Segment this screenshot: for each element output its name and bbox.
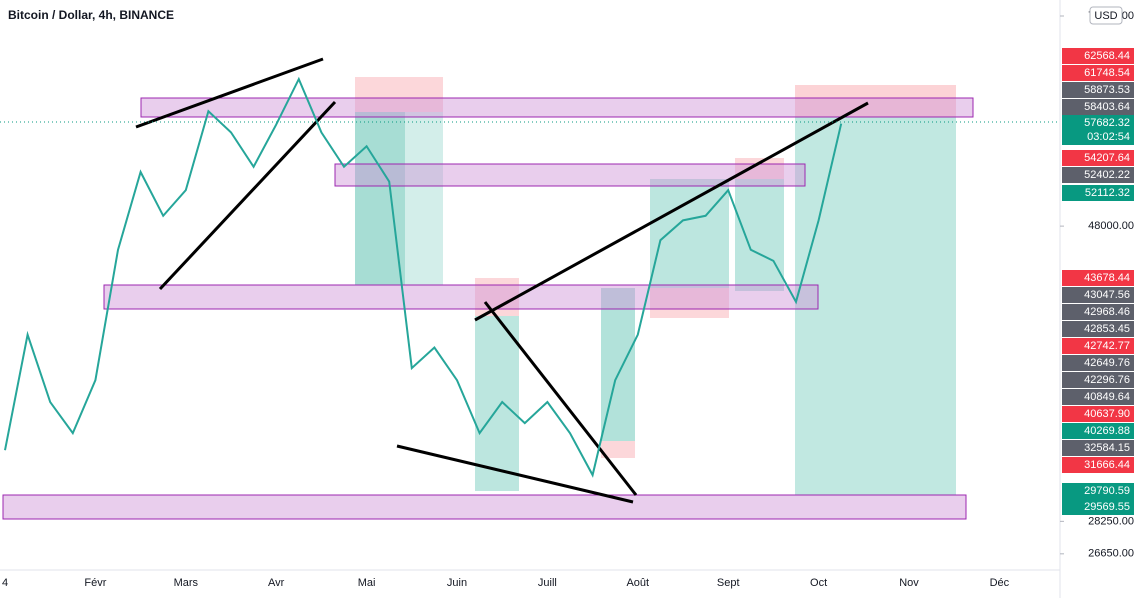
price-tag-label: 42853.45 [1084,323,1130,335]
x-tick-label: Avr [268,577,285,589]
price-tag-label: 43047.56 [1084,289,1130,301]
target-zone [795,117,956,495]
price-tag-label: 40269.88 [1084,425,1130,437]
x-tick-label: Mai [358,577,376,589]
x-tick-label: Août [626,577,649,589]
trendline [158,100,337,291]
currency-badge [1089,6,1123,25]
target-zone [475,316,519,491]
zone-band [2,494,967,520]
trendlines [135,57,869,504]
price-tag [1062,483,1134,499]
price-tag-label: 42968.46 [1084,306,1130,318]
price-tag-label: 42742.77 [1084,340,1130,352]
stop-zone [735,158,784,179]
price-tag [1062,185,1134,201]
price-tag-label: 54207.64 [1084,152,1130,164]
price-tag-label: 57682.32 [1084,117,1130,129]
price-tag-label: 58403.64 [1084,101,1130,113]
x-tick-label: Sept [717,577,740,589]
price-tag-label: 52402.22 [1084,169,1130,181]
price-tag-label: 58873.53 [1084,84,1130,96]
price-tag-label: 43678.44 [1084,272,1130,284]
y-tick-label: 48000.00 [1088,220,1134,232]
x-tick-label: Nov [899,577,919,589]
price-tag [1062,115,1134,145]
stop-zone [601,441,635,458]
stop-zone [475,278,519,316]
price-tag-label: 40637.90 [1084,408,1130,420]
price-tag [1062,372,1134,388]
price-tag [1062,65,1134,81]
y-tick-label: 26650.00 [1088,548,1134,560]
price-tag [1062,304,1134,320]
drawings [0,57,1060,520]
price-tag-label: 62568.44 [1084,50,1130,62]
price-tag [1062,167,1134,183]
x-tick-label: 4 [2,577,8,589]
price-tag-label: 31666.44 [1084,459,1130,471]
target-zone [735,179,784,291]
currency-label: USD [1094,10,1117,22]
price-tag [1062,499,1134,515]
price-tag-label: 42649.76 [1084,357,1130,369]
x-tick-label: Mars [174,577,199,589]
price-tag [1062,355,1134,371]
price-tag [1062,440,1134,456]
price-tag [1062,150,1134,166]
price-tag [1062,406,1134,422]
target-zone [650,179,729,288]
price-tag-label: 52112.32 [1085,187,1130,199]
price-tag-label: 29790.59 [1084,485,1130,497]
price-tag-label: 61748.54 [1084,67,1130,79]
price-tag [1062,389,1134,405]
price-tag-label: 40849.64 [1084,391,1130,403]
x-tick-label: Juin [447,577,467,589]
trendline [396,444,634,504]
target-zone [355,112,405,285]
trendline [135,57,324,129]
chart-title: Bitcoin / Dollar, 4h, BINANCE [8,8,174,22]
trendline [474,101,869,322]
x-tick-label: Févr [84,577,106,589]
price-tag-label: 42296.76 [1084,374,1130,386]
zone-band [334,163,806,187]
stop-zone [650,288,729,318]
price-tag [1062,48,1134,64]
stop-zone [795,85,956,117]
x-tick-label: Juill [538,577,557,589]
countdown: 03:02:54 [1087,131,1130,143]
price-tag [1062,423,1134,439]
trendline [483,301,638,496]
price-tag [1062,287,1134,303]
price-tag-label: 32584.15 [1084,442,1130,454]
x-tick-label: Déc [990,577,1010,589]
zone-band [103,284,819,310]
y-tick-label: 28250.00 [1088,515,1134,527]
price-tag [1062,457,1134,473]
price-tag [1062,338,1134,354]
zone-band [140,97,974,118]
price-tag [1062,82,1134,98]
price-tag [1062,99,1134,115]
x-tick-label: Oct [810,577,827,589]
price-tag [1062,270,1134,286]
price-tag [1062,321,1134,337]
stop-zone [355,77,443,112]
price-tag-label: 29569.55 [1084,501,1130,513]
price-line [4,76,843,478]
